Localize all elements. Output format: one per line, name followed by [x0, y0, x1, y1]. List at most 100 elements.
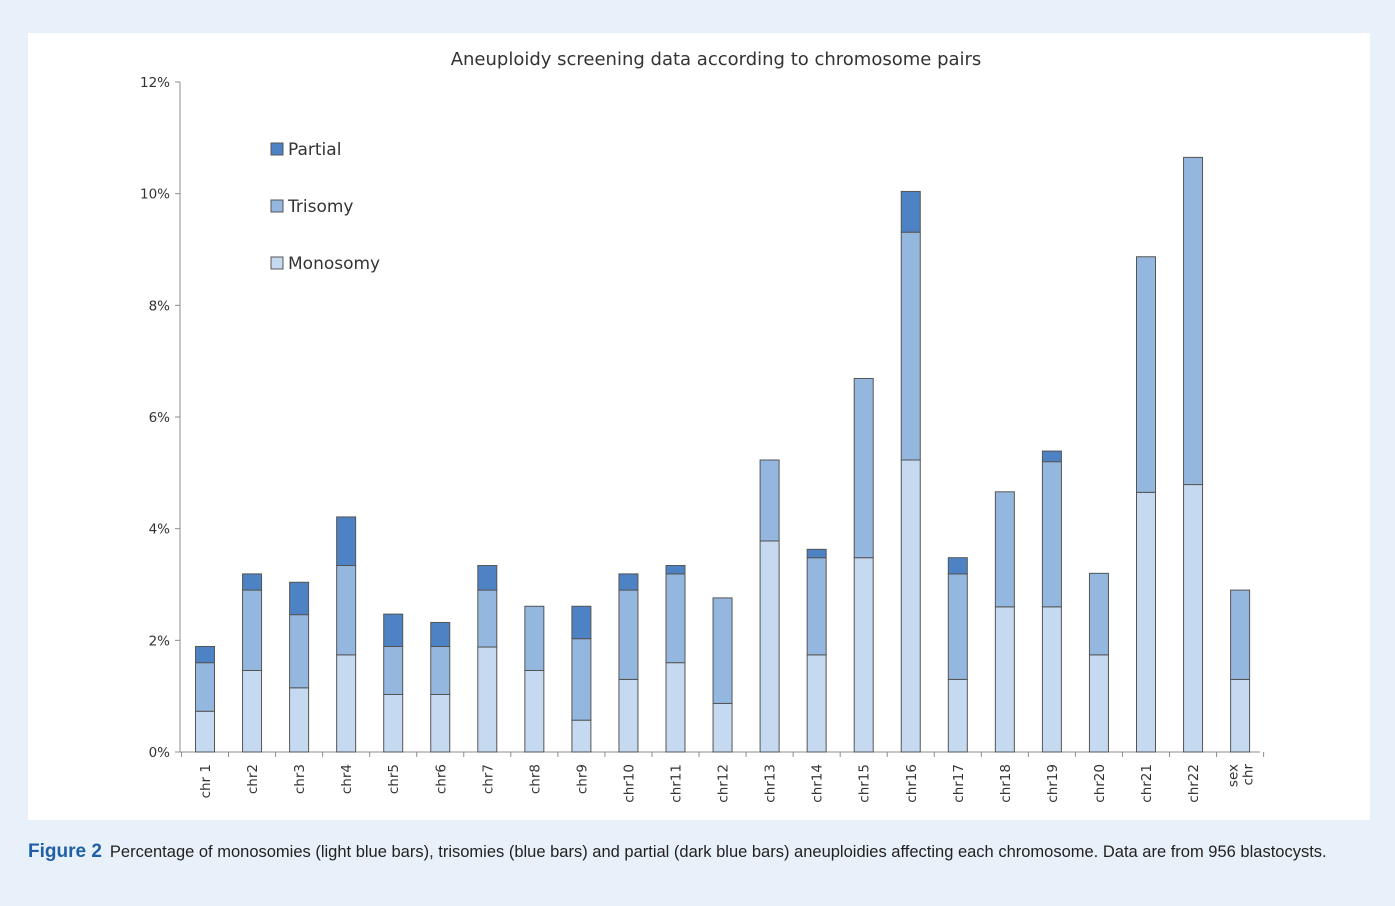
bar-monosomy-chr10	[618, 678, 639, 753]
bar-partial-chr7	[477, 565, 498, 591]
bar-trisomy-chr5	[383, 645, 404, 695]
x-tick-label: chr10	[621, 764, 637, 803]
bar-trisomy-sex-chr	[1230, 589, 1251, 680]
x-tick-label-text: chr 1	[198, 764, 214, 798]
legend-swatch-trisomy	[270, 199, 284, 213]
bar-monosomy-chr3	[289, 687, 310, 753]
bar-monosomy-chr15	[853, 557, 874, 753]
bar-monosomy-chr18	[994, 606, 1015, 753]
bar-trisomy-chr6	[430, 645, 451, 695]
bar-monosomy-chr5	[383, 693, 404, 753]
x-tick-label: chr6	[433, 764, 449, 794]
x-tick-label-text: chr2	[245, 764, 261, 794]
figure-label: Figure 2	[28, 841, 102, 862]
bar-monosomy-chr6	[430, 693, 451, 753]
x-tick-label-text: chr4	[339, 764, 355, 794]
x-tick-label: chr8	[527, 764, 543, 794]
x-tick-label: chr21	[1139, 764, 1155, 803]
x-tick-label-text: chr9	[574, 764, 590, 794]
x-tick-label: chr20	[1092, 764, 1108, 803]
bar-partial-chr19	[1041, 450, 1062, 463]
bar-trisomy-chr14	[806, 557, 827, 656]
bar-trisomy-chr13	[759, 459, 780, 542]
x-tick-label-text: chr16	[904, 764, 920, 803]
x-tick-label: chr11	[669, 764, 685, 803]
bar-monosomy-chr9	[571, 719, 592, 753]
bar-trisomy-chr20	[1088, 572, 1109, 656]
y-tick-label: 2%	[149, 633, 171, 649]
bar-monosomy-chr22	[1183, 484, 1204, 753]
bar-monosomy-chr20	[1088, 654, 1109, 753]
x-tick-label: chr9	[574, 764, 590, 794]
x-tick-label-text: chr10	[621, 764, 637, 803]
bar-monosomy-chr17	[947, 678, 968, 753]
x-tick-label: chr12	[716, 764, 732, 803]
legend-label-partial: Partial	[288, 140, 341, 160]
x-tick-label-text: sex	[1226, 764, 1242, 787]
x-tick-label-text: chr17	[951, 764, 967, 803]
bar-monosomy-chr7	[477, 646, 498, 753]
legend-swatch-partial	[270, 142, 284, 156]
bar-trisomy-chr22	[1183, 156, 1204, 486]
bar-monosomy-sex-chr	[1230, 678, 1251, 753]
bar-partial-chr2	[242, 573, 263, 591]
x-tick-label: chr15	[857, 764, 873, 803]
bar-monosomy-chr4	[336, 654, 357, 753]
x-tick-label: chr 1	[198, 764, 214, 798]
bar-trisomy-chr17	[947, 573, 968, 680]
bar-monosomy-chr11	[665, 662, 686, 753]
bar-monosomy-chr21	[1136, 491, 1156, 753]
bar-trisomy-chr11	[665, 573, 686, 664]
x-tick-label-text: chr21	[1139, 764, 1155, 803]
bar-trisomy-chr-1	[195, 662, 215, 712]
x-tick-label: chr22	[1186, 764, 1202, 803]
bar-trisomy-chr4	[336, 565, 357, 656]
x-tick-label: chr5	[386, 764, 402, 794]
bar-trisomy-chr16	[900, 231, 921, 461]
x-tick-label: chr13	[763, 764, 779, 803]
x-tick-label: chr17	[951, 764, 967, 803]
chart: Aneuploidy screening data according to c…	[140, 49, 1265, 803]
x-tick-label-text: chr8	[527, 764, 543, 794]
y-tick-label: 8%	[149, 298, 171, 314]
bar-partial-chr14	[806, 548, 827, 559]
x-tick-label-text: chr5	[386, 764, 402, 794]
chart-title: Aneuploidy screening data according to c…	[451, 49, 982, 70]
legend-label-monosomy: Monosomy	[288, 254, 380, 274]
x-tick-label-text: chr12	[716, 764, 732, 803]
x-tick-label-text: chr15	[857, 764, 873, 803]
bar-partial-chr17	[947, 557, 968, 575]
bar-trisomy-chr2	[242, 589, 263, 671]
legend: Partial Trisomy Monosomy	[270, 140, 380, 274]
bar-trisomy-chr19	[1041, 461, 1062, 608]
x-tick-label-text: chr	[1241, 764, 1257, 786]
bar-partial-chr9	[571, 605, 592, 640]
caption-text: Percentage of monosomies (light blue bar…	[109, 843, 1327, 861]
bar-trisomy-chr7	[477, 589, 498, 648]
bar-trisomy-chr21	[1136, 256, 1156, 493]
y-tick-label: 0%	[149, 745, 171, 761]
y-tick-label: 6%	[149, 410, 171, 426]
figure-panel: Aneuploidy screening data according to c…	[28, 33, 1370, 820]
y-tick-label: 4%	[149, 522, 171, 538]
x-tick-label: chr18	[998, 764, 1014, 803]
legend-swatch-monosomy	[270, 256, 284, 270]
bars	[195, 156, 1251, 753]
bar-trisomy-chr15	[853, 377, 874, 559]
bar-monosomy-chr14	[806, 654, 827, 753]
bar-partial-chr3	[289, 581, 310, 616]
bar-monosomy-chr2	[242, 669, 263, 753]
x-tick-label-text: chr20	[1092, 764, 1108, 803]
bar-partial-chr11	[665, 565, 686, 575]
axes: 0% 2% 4% 6% 8% 10% 12%	[140, 75, 1265, 761]
bar-trisomy-chr8	[524, 605, 545, 671]
x-tick-label-text: chr6	[433, 764, 449, 794]
x-tick-label: chr3	[292, 764, 308, 794]
bar-partial-chr6	[430, 621, 451, 647]
bar-trisomy-chr18	[994, 491, 1015, 608]
x-tick-label: chr14	[810, 764, 826, 803]
x-tick-label: chr16	[904, 764, 920, 803]
x-tick-label: chr19	[1045, 764, 1061, 803]
bar-partial-chr-1	[195, 645, 215, 664]
bar-partial-chr4	[336, 516, 357, 567]
